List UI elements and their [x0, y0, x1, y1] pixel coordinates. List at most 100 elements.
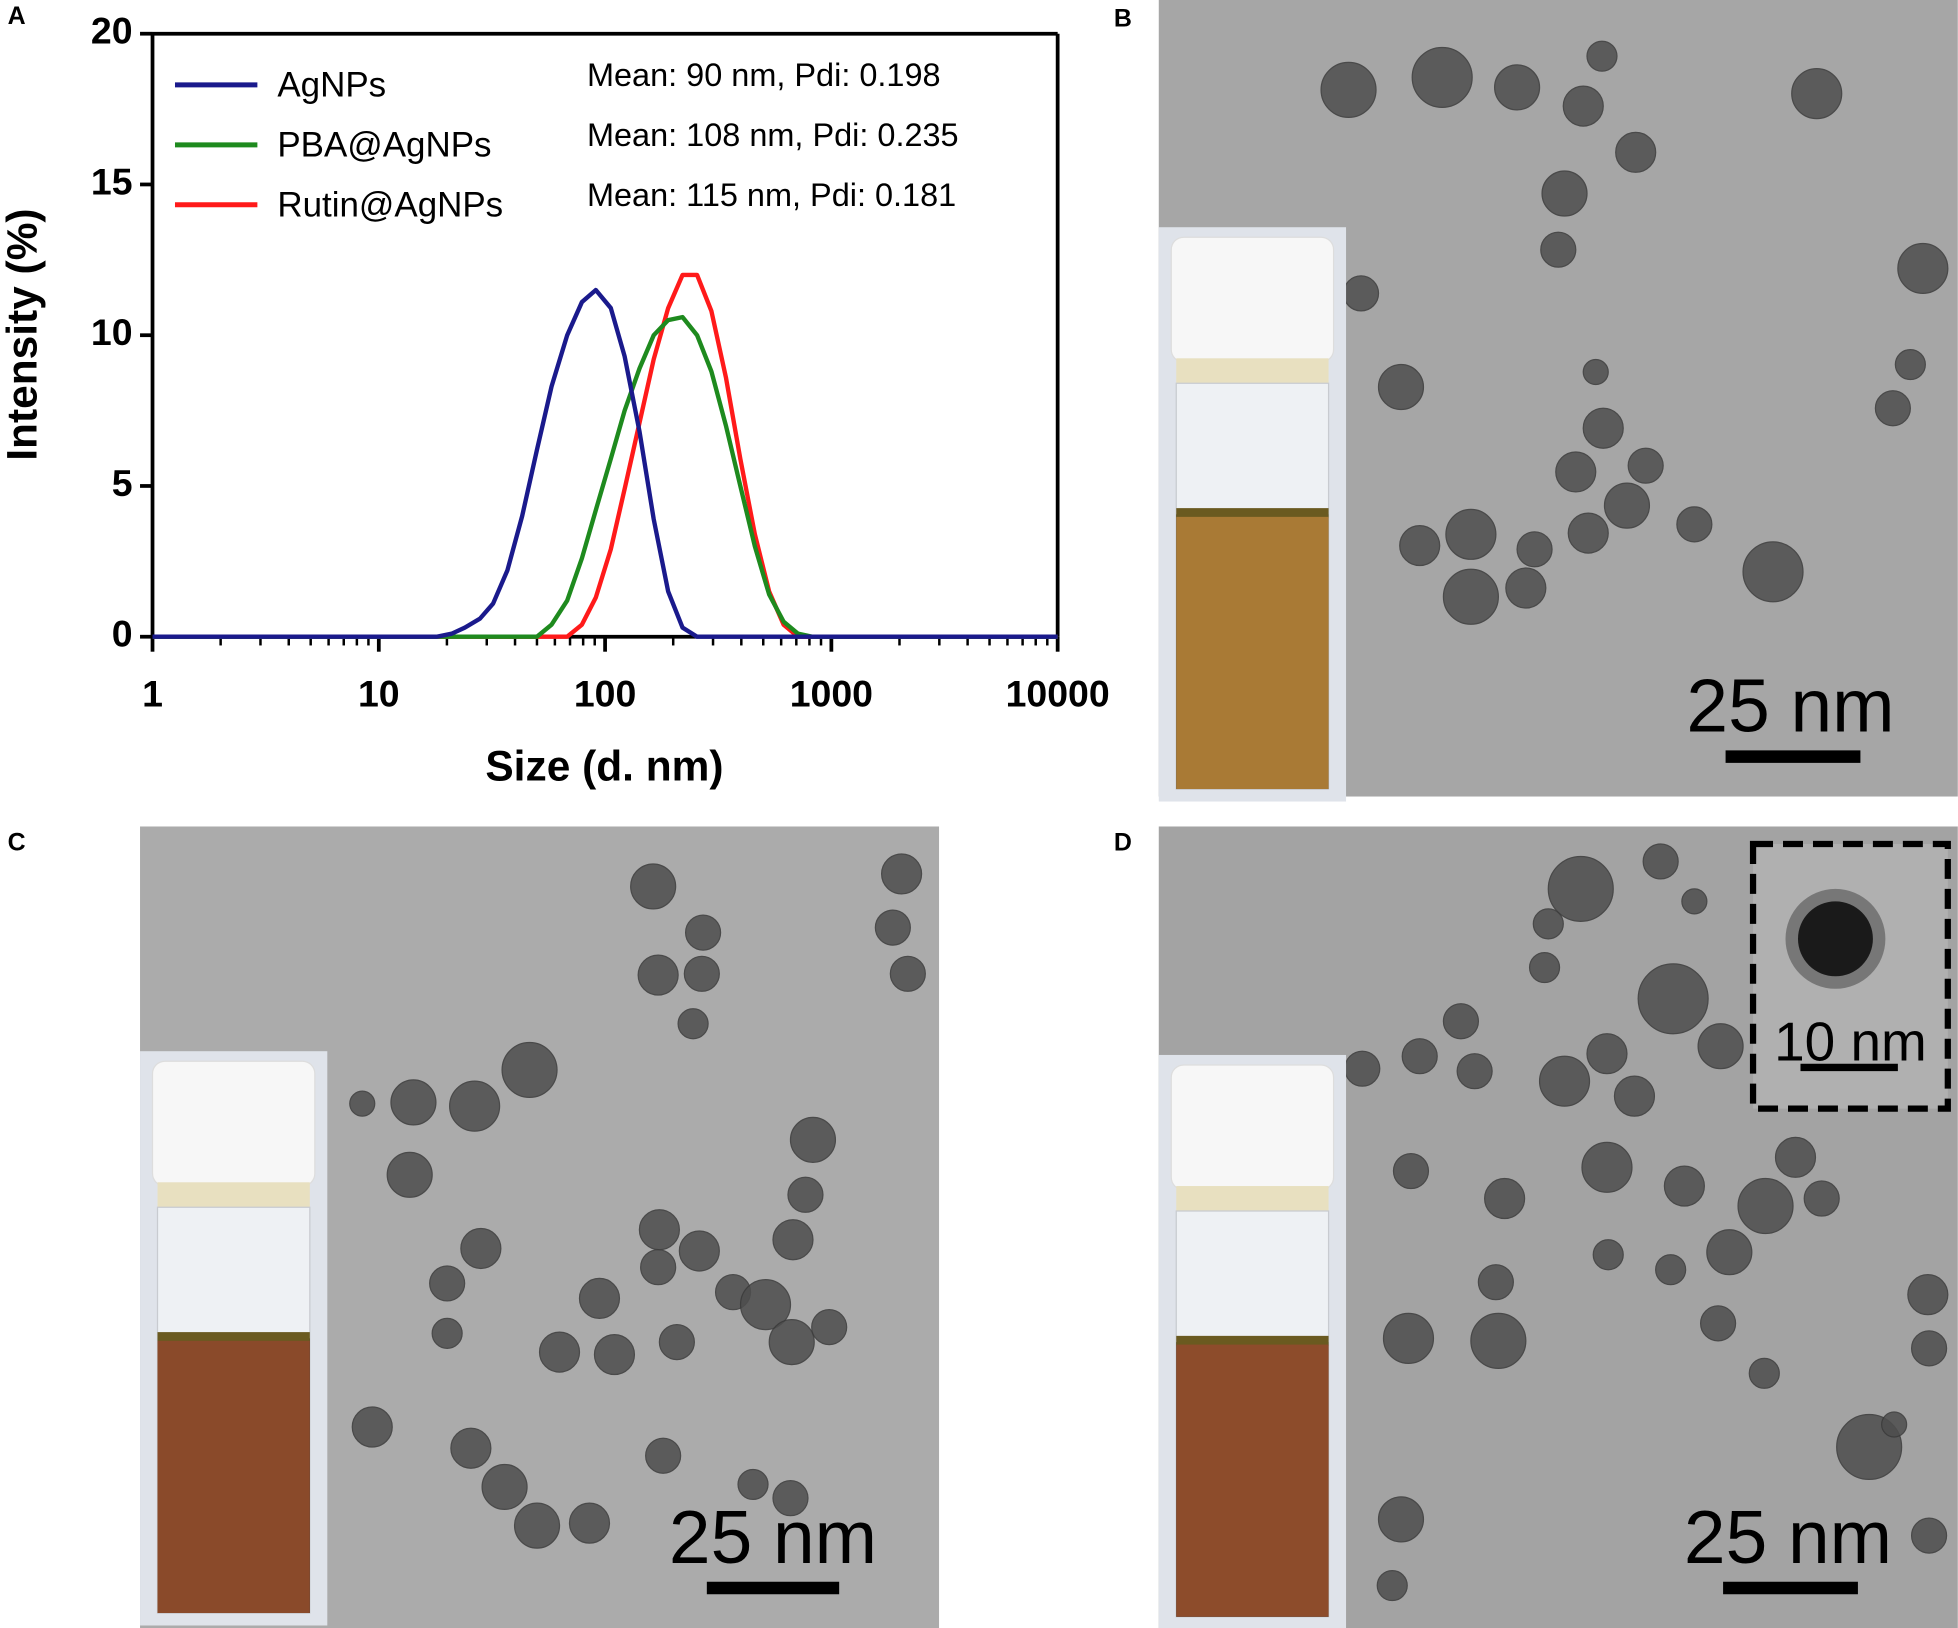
panel-a: A Size (d. nm) Intensity (%) 0 5 10 15 20 1 10…: [0, 2, 1110, 789]
x-tick-label: 10: [358, 673, 400, 715]
nanoparticle: [1320, 61, 1377, 118]
x-axis-title: Size (d. nm): [485, 742, 723, 789]
inset-particle: [1797, 901, 1873, 977]
nanoparticle: [386, 1151, 433, 1198]
series-line: [152, 287, 1058, 639]
series-line: [152, 314, 1058, 639]
vial-liquid: [1176, 1344, 1329, 1617]
nanoparticle: [351, 1406, 393, 1448]
nanoparticle: [449, 1080, 501, 1132]
nanoparticle: [1706, 1229, 1753, 1276]
vial-liquid: [1176, 516, 1329, 790]
nanoparticle: [880, 853, 923, 895]
nanoparticle: [1699, 1305, 1737, 1342]
nanoparticle: [1392, 1152, 1430, 1190]
nanoparticle: [638, 1209, 680, 1251]
nanoparticle: [1399, 524, 1441, 567]
nanoparticle: [737, 1468, 769, 1501]
nanoparticle: [1484, 1177, 1526, 1220]
annotation: Mean: 115 nm, Pdi: 0.181: [587, 177, 956, 213]
nanoparticle: [1541, 170, 1588, 217]
nanoparticle: [1377, 363, 1425, 411]
nanoparticle: [538, 1331, 581, 1373]
nanoparticle: [1642, 843, 1679, 880]
y-tick-label: 5: [112, 462, 133, 504]
nanoparticle: [1581, 1141, 1633, 1193]
nanoparticle: [768, 1319, 815, 1366]
y-tick-label: 20: [91, 10, 133, 52]
nanoparticle: [1562, 85, 1604, 127]
nanoparticle: [1382, 1312, 1435, 1364]
nanoparticle: [349, 1090, 376, 1117]
nanoparticle: [1538, 1055, 1591, 1107]
nanoparticle: [787, 1176, 824, 1213]
nanoparticle: [1748, 1357, 1780, 1389]
nanoparticle: [1603, 482, 1651, 529]
nanoparticle: [1676, 506, 1713, 543]
legend-label: AgNPs: [277, 66, 386, 105]
nanoparticle: [1470, 1312, 1527, 1369]
nanoparticle: [513, 1502, 561, 1549]
nanoparticle: [1910, 1517, 1948, 1554]
nanoparticle: [684, 914, 722, 951]
series-line: [152, 272, 1058, 639]
x-tick-label: 10000: [1006, 673, 1110, 715]
nanoparticle: [481, 1463, 528, 1511]
nanoparticle: [1582, 407, 1624, 449]
nanoparticle: [1505, 567, 1547, 609]
nanoparticle: [1627, 447, 1664, 484]
scale-bar-label: 10 nm: [1774, 1011, 1927, 1073]
nanoparticle: [645, 1437, 682, 1474]
nanoparticle: [450, 1427, 492, 1469]
y-axis-title: Intensity (%): [0, 208, 45, 460]
nanoparticle: [640, 1249, 677, 1286]
nanoparticle: [390, 1079, 437, 1126]
nanoparticle: [1586, 40, 1618, 72]
panel-b: B 25 nm: [1114, 0, 1958, 803]
nanoparticle: [1582, 358, 1609, 386]
nanoparticle: [431, 1317, 463, 1349]
nanoparticle: [1655, 1254, 1687, 1286]
panel-c: C 25 nm: [8, 826, 940, 1628]
nanoparticle: [683, 955, 720, 992]
vial-liquid: [157, 1340, 310, 1614]
nanoparticle: [1791, 68, 1843, 120]
scale-bar-label: 25 nm: [669, 1495, 877, 1579]
nanoparticle: [630, 863, 677, 910]
x-tick-label: 1000: [790, 673, 873, 715]
nanoparticle: [1528, 951, 1561, 984]
panel-d: D 10 nm 25 nm: [1114, 826, 1958, 1628]
nanoparticle: [593, 1333, 636, 1376]
nanoparticle: [460, 1227, 502, 1270]
nanoparticle: [1445, 508, 1497, 560]
nanoparticle: [874, 909, 911, 946]
scale-bar-label: 25 nm: [1684, 1495, 1892, 1579]
y-tick-label: 0: [112, 613, 133, 655]
nanoparticle: [1401, 1038, 1438, 1075]
nanoparticle: [1540, 231, 1577, 268]
legend-label: Rutin@AgNPs: [277, 185, 503, 224]
nanoparticle: [1493, 64, 1541, 111]
nanoparticle: [1613, 1075, 1656, 1117]
nanoparticle: [1881, 1411, 1908, 1438]
nanoparticle: [772, 1219, 814, 1261]
nanoparticle: [1663, 1165, 1705, 1207]
nanoparticle: [1344, 1050, 1381, 1087]
nanoparticle: [1637, 963, 1709, 1035]
panel-label: D: [1114, 829, 1132, 857]
x-tick-label: 1: [142, 673, 163, 715]
nanoparticle: [1567, 512, 1609, 554]
nanoparticle: [1910, 1330, 1948, 1367]
y-tick-label: 10: [91, 311, 133, 353]
nanoparticle: [1697, 1023, 1744, 1070]
legend-label: PBA@AgNPs: [277, 126, 491, 165]
nanoparticle: [1742, 541, 1804, 603]
nanoparticle: [1897, 242, 1949, 295]
nanoparticle: [1456, 1053, 1493, 1090]
nanoparticle: [739, 1279, 792, 1331]
nanoparticle: [1907, 1274, 1949, 1316]
nanoparticle: [637, 954, 679, 996]
nanoparticle: [429, 1265, 466, 1302]
nanoparticle: [1376, 1569, 1408, 1602]
